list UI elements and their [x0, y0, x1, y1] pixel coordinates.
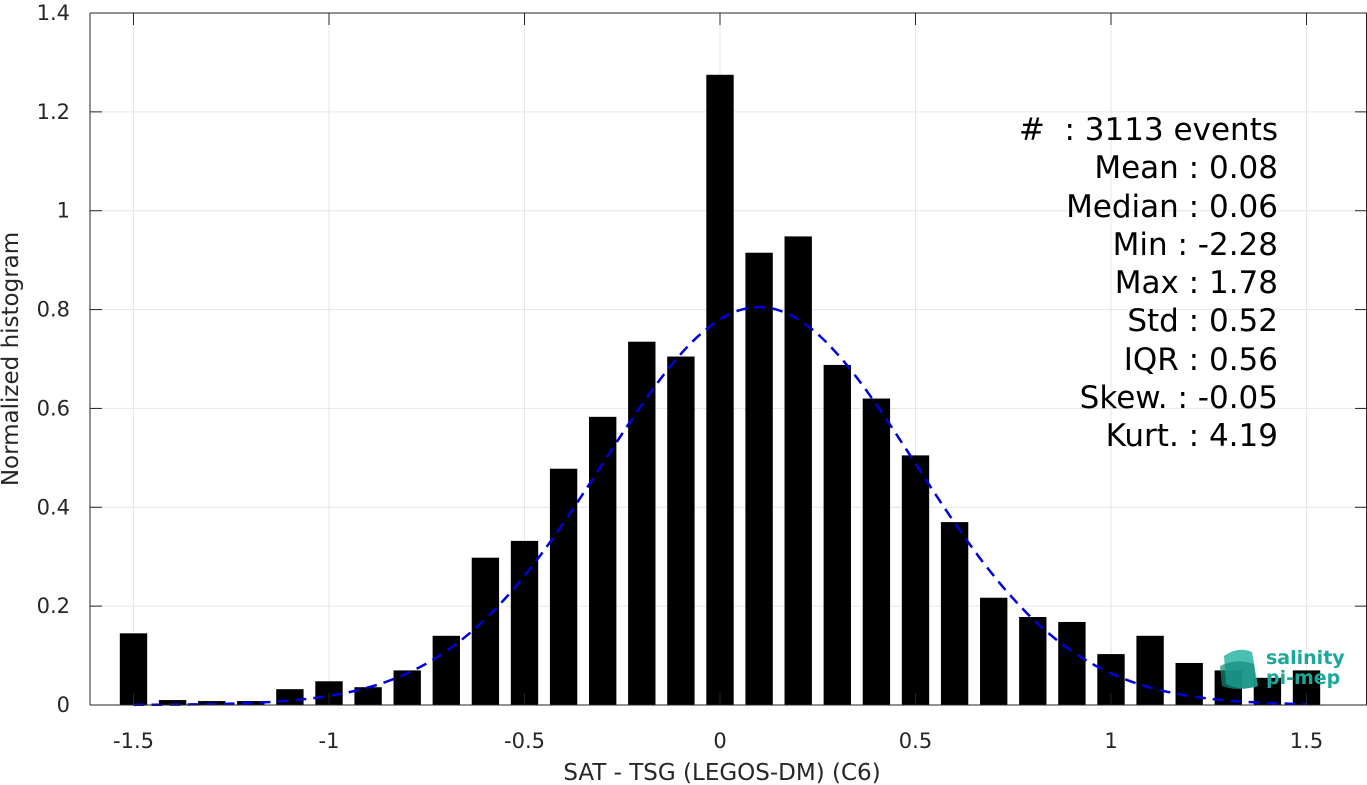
y-tick-label: 0.2 [37, 594, 70, 618]
stat-line: Std : 0.52 [1127, 303, 1278, 340]
histogram-bar [628, 341, 656, 705]
y-tick-label: 1.2 [37, 100, 70, 124]
y-axis-ticks: 0 0.2 0.4 0.6 0.8 1 1.2 1.4 [37, 1, 1367, 717]
histogram-bar [862, 398, 891, 705]
x-axis-ticks: -1.5 -1 -0.5 0 0.5 1 1.5 [113, 13, 1323, 753]
histogram-bar [784, 236, 812, 705]
histogram-bar [980, 597, 1008, 705]
stat-line: Mean : 0.08 [1094, 150, 1278, 187]
histogram-bar [432, 635, 460, 705]
y-tick-label: 1.4 [37, 1, 70, 25]
histogram-bar [1253, 677, 1282, 705]
histogram-bar [354, 687, 382, 705]
stat-line: Kurt. : 4.19 [1105, 418, 1278, 455]
y-tick-label: 0.8 [37, 298, 70, 322]
x-tick-label: -1.5 [113, 729, 154, 753]
stat-line: Max : 1.78 [1114, 265, 1278, 302]
y-tick-label: 0 [57, 693, 70, 717]
x-tick-label: 0.5 [899, 729, 932, 753]
y-axis-label: Normalized histogram [0, 232, 24, 486]
histogram-bar [589, 416, 617, 705]
histogram-bar [1175, 662, 1203, 705]
x-tick-label: 1.5 [1290, 729, 1323, 753]
stat-line: # : 3113 events [1018, 112, 1278, 148]
histogram-bar [706, 74, 734, 706]
histogram-bars [119, 74, 1321, 706]
x-tick-label: -0.5 [504, 729, 545, 753]
stat-line: Skew. : -0.05 [1079, 380, 1278, 417]
stat-line: IQR : 0.56 [1123, 341, 1278, 378]
histogram-bar [940, 522, 969, 705]
histogram-bar [393, 670, 421, 705]
histogram-bar [276, 689, 304, 705]
stat-line: Median : 0.06 [1066, 188, 1278, 225]
x-tick-label: 0 [713, 729, 726, 753]
statistics-annotation: # : 3113 events Mean : 0.08 Median : 0.06 M… [1019, 111, 1278, 456]
salinity-pi-mep-logo: salinity pi-mep [1218, 646, 1348, 692]
histogram-bar [549, 468, 578, 705]
logo-text-line: pi-mep [1266, 667, 1341, 689]
x-tick-label: -1 [319, 729, 340, 753]
y-tick-label: 0.6 [37, 396, 70, 420]
histogram-bar [667, 356, 695, 705]
histogram-bar [510, 540, 539, 705]
histogram-bar [1058, 621, 1086, 705]
histogram-bar [901, 455, 930, 705]
histogram-bar [158, 700, 187, 705]
stat-line: Min : -2.28 [1112, 226, 1278, 263]
histogram-bar [823, 364, 851, 705]
logo-text-line: salinity [1266, 647, 1345, 669]
x-tick-label: 1 [1104, 729, 1117, 753]
histogram-bar [1136, 635, 1164, 705]
histogram-bar [1019, 617, 1047, 705]
logo-wave-icon [1220, 649, 1258, 689]
logo-text: salinity pi-mep [1266, 648, 1345, 688]
gaussian-fit-curve [133, 305, 1307, 707]
histogram-bar [471, 557, 500, 705]
y-tick-label: 1 [57, 199, 70, 223]
histogram-bar [745, 252, 773, 705]
y-tick-label: 0.4 [37, 495, 70, 519]
x-axis-label: SAT - TSG (LEGOS-DM) (C6) [563, 760, 880, 785]
